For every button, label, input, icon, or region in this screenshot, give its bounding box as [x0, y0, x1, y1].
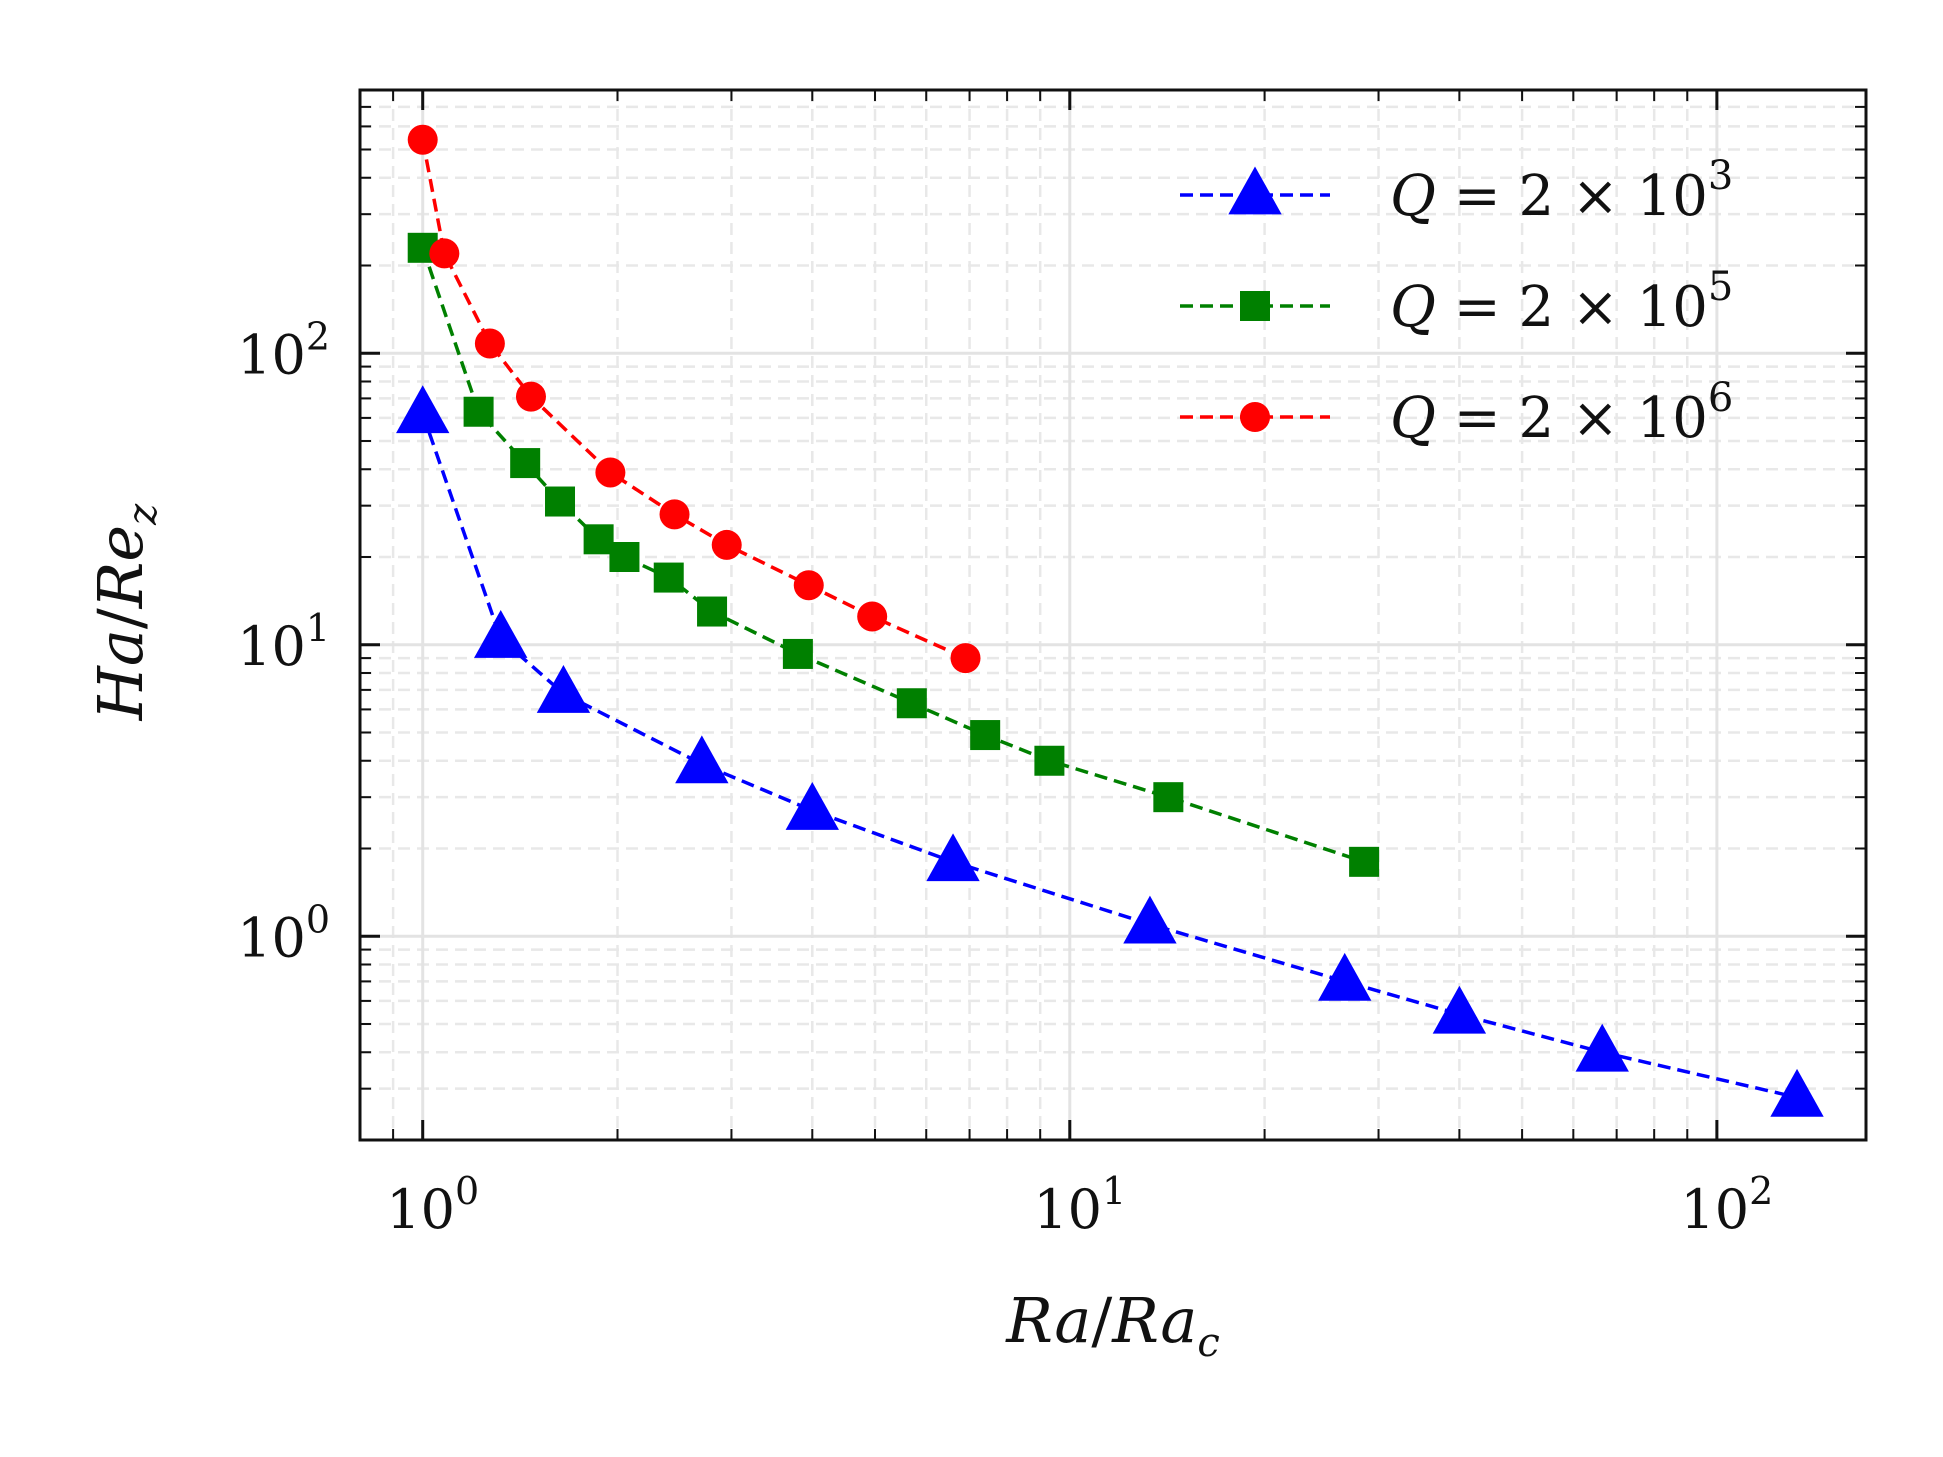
- x-axis-label-sep: /: [1091, 1284, 1112, 1357]
- data-point: [474, 610, 528, 658]
- data-point: [515, 381, 546, 412]
- data-point: [429, 238, 460, 269]
- data-point: [1349, 846, 1380, 877]
- data-point: [396, 385, 450, 434]
- legend-marker: [1240, 291, 1270, 321]
- data-point: [782, 638, 813, 669]
- x-tick-label: 102: [1680, 1169, 1773, 1241]
- legend-entry: Q = 2 × 106: [1180, 375, 1733, 451]
- y-tick-label: 100: [237, 897, 330, 969]
- legend-marker: [1240, 402, 1270, 432]
- data-point: [1575, 1023, 1629, 1072]
- axis-ticks: [359, 89, 1866, 1141]
- data-point: [970, 720, 1001, 751]
- plot-frame: [358, 88, 1868, 1142]
- y-tick-label: 101: [237, 606, 330, 678]
- legend-marker: [1228, 166, 1282, 215]
- data-point: [785, 781, 839, 830]
- legend-label: Q = 2 × 105: [1390, 264, 1733, 340]
- major-gridlines: [360, 90, 1866, 1140]
- data-point: [474, 328, 505, 359]
- data-point: [463, 396, 494, 427]
- y-axis-label-base: Re: [84, 525, 157, 609]
- data-series: [396, 124, 1824, 1117]
- data-point: [711, 529, 742, 560]
- data-point: [510, 448, 541, 479]
- x-axis-label-var: Ra: [1005, 1284, 1091, 1357]
- data-point: [595, 457, 626, 488]
- x-tick-label: 101: [1033, 1169, 1126, 1241]
- data-point: [1153, 782, 1184, 813]
- data-point: [1034, 745, 1065, 776]
- x-axis-label: Ra/Rac: [1005, 1284, 1219, 1366]
- data-point: [609, 542, 640, 573]
- y-axis-label-sub: z: [120, 503, 166, 526]
- tick-labels: 100 101 102 100 101 102: [237, 314, 1773, 1241]
- data-point: [536, 665, 591, 713]
- y-axis-label-var: Ha: [84, 629, 157, 721]
- legend: Q = 2 × 103 Q = 2 × 105 Q = 2 × 106: [1180, 153, 1733, 451]
- legend-label: Q = 2 × 106: [1390, 375, 1733, 451]
- series-triangle: [396, 385, 1824, 1117]
- data-point: [407, 124, 438, 155]
- series-square: [407, 232, 1380, 877]
- data-point: [1770, 1068, 1824, 1117]
- series-circle: [407, 124, 981, 674]
- minor-gridlines: [358, 88, 1866, 1142]
- series-line: [420, 139, 967, 660]
- data-point: [950, 643, 981, 674]
- data-point: [1432, 985, 1487, 1034]
- data-point: [583, 524, 614, 555]
- data-point: [697, 596, 728, 627]
- legend-entry: Q = 2 × 103: [1180, 153, 1733, 229]
- y-axis-label-sep: /: [84, 608, 157, 629]
- data-point: [659, 499, 690, 530]
- data-point: [926, 833, 980, 882]
- legend-entry: Q = 2 × 105: [1180, 264, 1733, 340]
- x-tick-label: 100: [386, 1169, 479, 1241]
- data-point: [1318, 952, 1372, 1001]
- data-point: [1123, 895, 1177, 944]
- y-tick-label: 102: [237, 314, 330, 386]
- data-point: [653, 562, 684, 593]
- data-point: [793, 570, 824, 601]
- data-point: [896, 688, 927, 719]
- y-axis-label: Ha/Rez: [84, 503, 166, 721]
- data-point: [545, 486, 576, 517]
- data-point: [675, 735, 729, 784]
- legend-label: Q = 2 × 103: [1390, 153, 1733, 229]
- x-axis-label-sub: c: [1197, 1320, 1219, 1366]
- data-point: [857, 601, 888, 632]
- x-axis-label-base: Ra: [1111, 1284, 1197, 1357]
